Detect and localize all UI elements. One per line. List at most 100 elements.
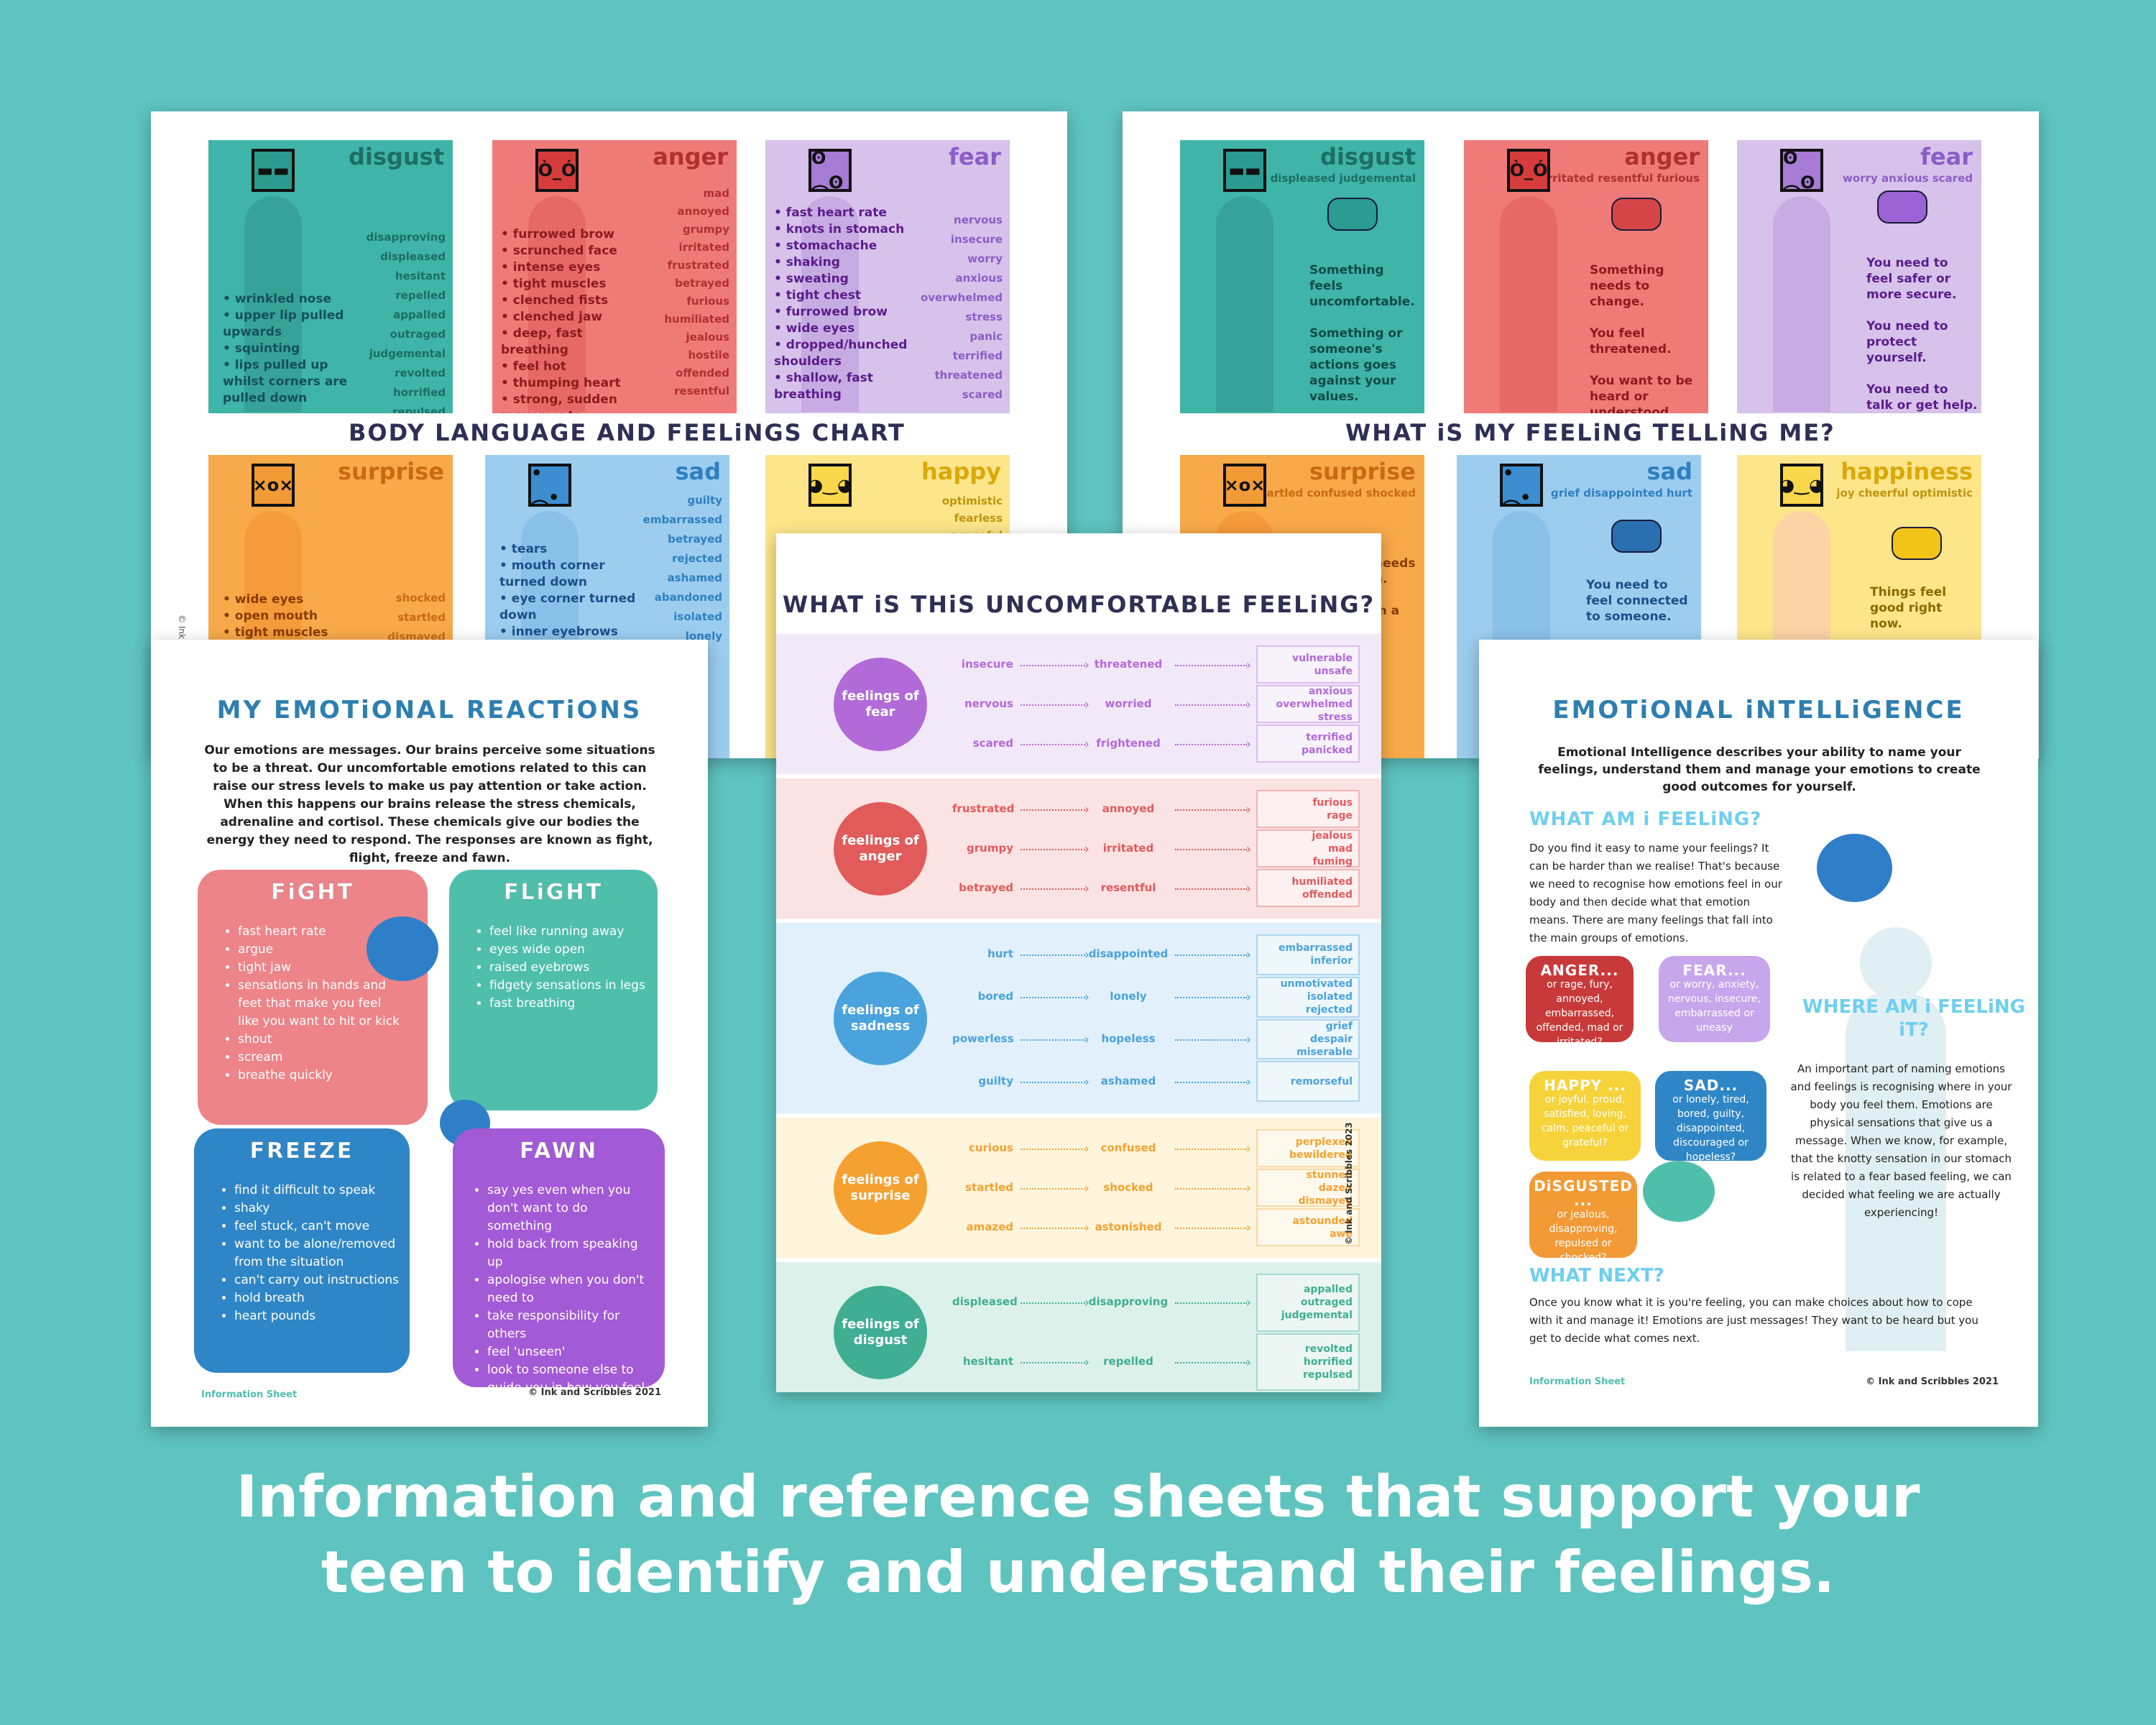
list-item: fast heart rate <box>238 923 405 941</box>
feeling-word: threatened <box>1094 657 1163 671</box>
face-anger-icon: Ò_Ó <box>1507 149 1550 192</box>
card-list: fast heart rate argue tight jaw sensatio… <box>225 923 405 1085</box>
arrow-icon <box>1021 1032 1089 1047</box>
list-item: terrified <box>952 349 1003 362</box>
group-circle: feelings of sadness <box>834 971 927 1065</box>
feeling-word: grumpy <box>967 841 1013 855</box>
message-block: Something needs to change. You feel thre… <box>1590 262 1697 413</box>
section-heading: WHAT AM i FEELiNG? <box>1529 809 1762 830</box>
feeling-word: guilty <box>978 1074 1013 1087</box>
body-silhouette-icon <box>1860 927 1932 999</box>
list-item: heart pounds <box>234 1307 401 1325</box>
feeling-box: humiliated offended <box>1256 869 1360 907</box>
feeling-word: bored <box>977 990 1013 1003</box>
message-line: Things feel good right now. <box>1870 585 1947 631</box>
face-surprise-icon: ×o× <box>1223 464 1266 507</box>
box-title: DiSGUSTED ... <box>1534 1177 1633 1209</box>
section-heading: WHERE AM i FEELiNG iT? <box>1802 996 2025 1041</box>
list-item: fast breathing <box>489 995 649 1013</box>
list-item: upper lip pulled upwards <box>223 308 374 341</box>
list-item: tight muscles <box>223 625 367 641</box>
feeling-word: repelled <box>1103 1354 1153 1368</box>
arrow-icon <box>1021 842 1089 857</box>
feeling-group-row: feelings of sadness hurt disappointed embar… <box>776 923 1381 1113</box>
panel-title: sad <box>1646 458 1692 485</box>
feeling-word: amazed <box>966 1220 1013 1233</box>
feeling-word: curious <box>968 1141 1013 1154</box>
feeling-group-row: feelings of disgust displeased disapprovin… <box>776 1262 1381 1392</box>
sad-box: SAD... or lonely, tired, bored, guilty, d… <box>1655 1071 1766 1163</box>
arrow-icon <box>1175 881 1251 896</box>
scribble-blob-icon <box>367 916 438 981</box>
face-anger-icon: Ò_Ó <box>535 149 579 192</box>
fear-box: FEAR... or worry, anxiety, nervous, insec… <box>1659 956 1770 1042</box>
feeling-word: resentful <box>1100 880 1156 894</box>
arrow-icon <box>1175 1181 1251 1196</box>
list-item: tight chest <box>774 288 918 304</box>
feeling-word: scared <box>972 736 1013 750</box>
list-item: guilty <box>687 494 722 507</box>
feeling-box: remorseful <box>1256 1061 1360 1102</box>
message-line: You need to feel safer or more secure. <box>1866 256 1957 302</box>
list-item: hold back from speaking up <box>487 1236 654 1271</box>
list-item: betrayed <box>668 533 722 546</box>
list-item: grumpy <box>683 223 729 236</box>
speech-bubble-icon <box>1611 520 1662 553</box>
message-line: You need to talk or get help. <box>1866 382 1978 413</box>
arrow-icon <box>1175 737 1251 752</box>
list-item: dropped/hunched shoulders <box>774 337 918 370</box>
feeling-word: frightened <box>1096 736 1161 750</box>
arrow-icon <box>1021 947 1089 962</box>
face-fear-icon: ʘ︵ʘ <box>1780 148 1823 193</box>
panel-subwords: displeased judgemental <box>1270 172 1416 185</box>
arrow-icon <box>1175 1075 1251 1090</box>
list-item: feel hot <box>501 359 652 375</box>
caption-line-2: teen to identify and understand their fe… <box>321 1539 1835 1606</box>
list-item: shocked <box>395 592 446 604</box>
list-item: irritated <box>678 241 729 254</box>
list-item: thumping heart <box>501 375 652 392</box>
panel-subwords: irritated resentful furious <box>1543 172 1700 185</box>
list-item: deep, fast breathing <box>501 326 652 359</box>
feeling-box: revolted horrified repulsed <box>1256 1333 1360 1391</box>
list-item: scared <box>962 388 1003 401</box>
arrow-icon <box>1021 737 1089 752</box>
word-list: nervous insecure worry anxious overwhelm… <box>921 211 1003 405</box>
message-block: You need to feel connected to someone. <box>1586 577 1694 625</box>
page-title: WHAT iS MY FEELiNG TELLiNG ME? <box>1345 419 1835 446</box>
freeze-card: FREEZE find it difficult to speak shaky … <box>194 1128 410 1373</box>
panel-disgust: disgust displeased judgemental ▬▬ Someth… <box>1180 140 1424 413</box>
arrow-icon <box>1021 881 1089 896</box>
caption-line-1: Information and reference sheets that su… <box>236 1463 1920 1530</box>
body-silhouette-icon <box>1773 196 1830 412</box>
list-item: open mouth <box>223 608 367 625</box>
footer-right: © Ink and Scribbles 2021 <box>528 1387 661 1398</box>
speech-bubble-icon <box>1327 198 1378 231</box>
list-item: anxious <box>955 272 1003 285</box>
arrow-icon <box>1175 1141 1251 1156</box>
panel-subwords: joy cheerful optimistic <box>1836 487 1973 500</box>
feeling-word: displeased <box>952 1295 1018 1309</box>
feeling-box: grief despair miserable <box>1256 1018 1360 1060</box>
panel-title: fear <box>949 143 1001 170</box>
list-item: embarrassed <box>642 513 722 526</box>
message-block: Things feel good right now. <box>1870 584 1978 632</box>
list-item: intense eyes <box>501 259 652 276</box>
list-item: jealous <box>686 331 730 344</box>
speech-bubble-icon <box>1611 198 1662 231</box>
box-text: or rage, fury, annoyed, embarrassed, off… <box>1536 979 1623 1048</box>
card-list: find it difficult to speak shaky feel st… <box>221 1182 401 1325</box>
list-item: repulsed <box>392 405 446 413</box>
list-item: breathe quickly <box>238 1067 405 1085</box>
panel-title: anger <box>653 143 728 170</box>
arrow-icon <box>1175 1032 1251 1047</box>
card-list: feel like running away eyes wide open ra… <box>476 923 649 1013</box>
footer-right: © Ink and Scribbles 2021 <box>1866 1376 1999 1387</box>
list-item: raised eyebrows <box>489 959 649 977</box>
section-text: Do you find it easy to name your feeling… <box>1529 842 1782 944</box>
arrow-icon <box>1175 1295 1251 1310</box>
group-circle: feelings of surprise <box>834 1141 927 1235</box>
scribble-blob-icon <box>1817 834 1892 902</box>
arrow-icon <box>1021 658 1089 673</box>
card-title: FiGHT <box>271 880 354 906</box>
